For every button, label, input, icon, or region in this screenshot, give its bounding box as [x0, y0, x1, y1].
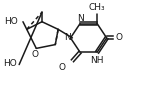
Text: HO: HO [4, 59, 17, 68]
Text: NH: NH [90, 56, 104, 65]
Text: O: O [59, 63, 66, 72]
Text: N: N [77, 14, 83, 23]
Text: CH₃: CH₃ [89, 3, 106, 12]
Text: N: N [64, 33, 70, 42]
Text: O: O [32, 50, 39, 59]
Text: O: O [115, 33, 122, 42]
Text: HO: HO [4, 17, 18, 26]
